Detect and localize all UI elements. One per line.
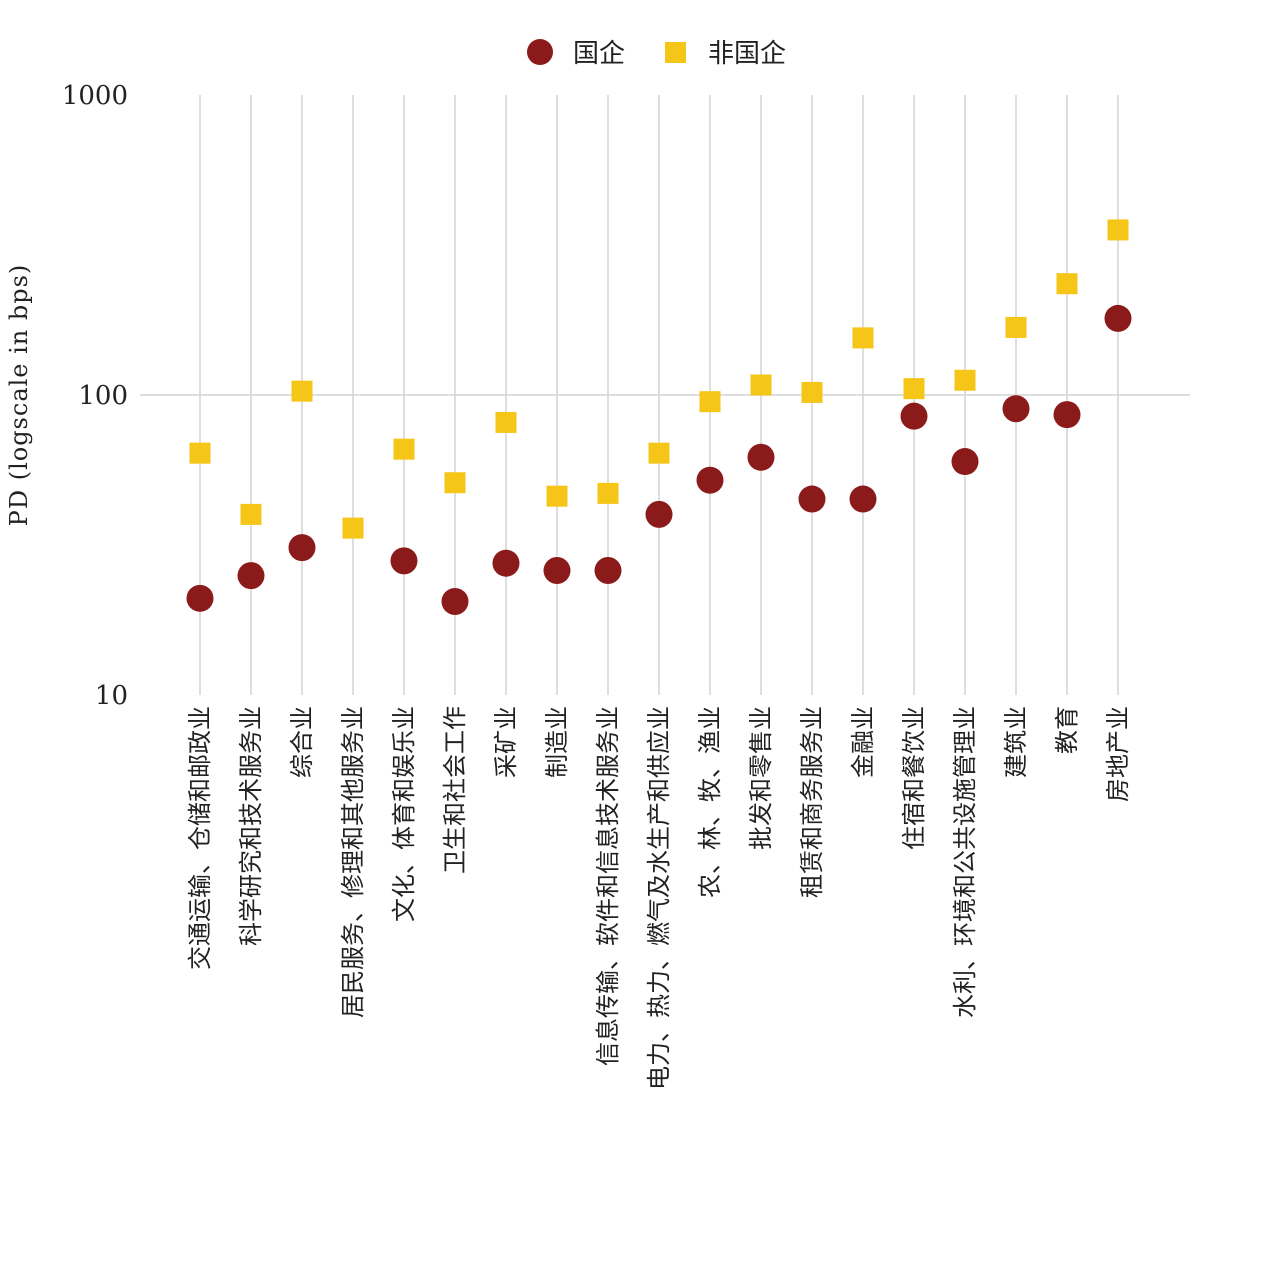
soe-point bbox=[645, 500, 673, 528]
legend-label-soe: 国企 bbox=[573, 39, 625, 69]
x-category-label: 房地产业 bbox=[1104, 706, 1132, 802]
soe-point bbox=[186, 584, 214, 612]
x-category-label: 农、林、牧、渔业 bbox=[696, 706, 724, 898]
soe-point bbox=[1053, 401, 1081, 429]
legend: 国企 非国企 bbox=[527, 39, 786, 69]
non-soe-point bbox=[1005, 316, 1027, 338]
x-category-label: 采矿业 bbox=[492, 706, 520, 778]
legend-marker-non-soe bbox=[665, 42, 686, 63]
soe-point bbox=[696, 466, 724, 494]
x-category-label: 综合业 bbox=[288, 706, 316, 778]
y-tick-label: 100 bbox=[78, 381, 128, 411]
x-category-label: 建筑业 bbox=[1002, 706, 1030, 778]
non-soe-point bbox=[393, 438, 415, 460]
soe-point bbox=[900, 402, 928, 430]
y-axis: 10 100 1000 bbox=[62, 81, 128, 711]
non-soe-point bbox=[546, 485, 568, 507]
y-tick-label: 1000 bbox=[62, 81, 128, 111]
x-category-label: 批发和零售业 bbox=[747, 706, 775, 850]
x-category-label: 教育 bbox=[1053, 706, 1081, 754]
non-soe-point bbox=[750, 374, 772, 396]
non-soe-point bbox=[444, 472, 466, 494]
x-category-label: 卫生和社会工作 bbox=[441, 706, 469, 874]
x-axis-category-labels: 交通运输、仓储和邮政业 科学研究和技术服务业 综合业 居民服务、修理和其他服务业 文化、… bbox=[186, 706, 1132, 1090]
data-points bbox=[186, 219, 1132, 615]
soe-point bbox=[798, 485, 826, 513]
soe-point bbox=[237, 562, 265, 590]
y-axis-label: PD (logscale in bps) bbox=[5, 264, 33, 527]
non-soe-point bbox=[495, 411, 517, 433]
x-category-label: 居民服务、修理和其他服务业 bbox=[339, 706, 367, 1018]
soe-point bbox=[543, 557, 571, 585]
non-soe-point bbox=[648, 442, 670, 464]
legend-label-non-soe: 非国企 bbox=[708, 39, 786, 69]
soe-point bbox=[1002, 395, 1030, 423]
soe-point bbox=[951, 448, 979, 476]
soe-point bbox=[747, 443, 775, 471]
legend-marker-soe bbox=[527, 39, 553, 65]
x-category-label: 水利、环境和公共设施管理业 bbox=[951, 706, 979, 1018]
x-category-label: 住宿和餐饮业 bbox=[900, 706, 928, 850]
soe-point bbox=[390, 547, 418, 575]
x-category-label: 租赁和商务服务业 bbox=[798, 706, 826, 898]
non-soe-point bbox=[903, 378, 925, 400]
x-category-label: 科学研究和技术服务业 bbox=[237, 706, 265, 946]
x-category-label: 文化、体育和娱乐业 bbox=[390, 706, 418, 922]
x-category-label: 电力、热力、燃气及水生产和供应业 bbox=[645, 706, 673, 1090]
x-category-label: 制造业 bbox=[543, 706, 571, 778]
non-soe-point bbox=[240, 503, 262, 525]
non-soe-point bbox=[699, 391, 721, 413]
non-soe-point bbox=[1056, 273, 1078, 295]
non-soe-point bbox=[189, 442, 211, 464]
x-category-label: 信息传输、软件和信息技术服务业 bbox=[594, 706, 622, 1066]
soe-point bbox=[594, 557, 622, 585]
soe-point bbox=[288, 534, 316, 562]
non-soe-point bbox=[852, 327, 874, 349]
non-soe-point bbox=[291, 380, 313, 402]
non-soe-point bbox=[801, 381, 823, 403]
soe-point bbox=[492, 549, 520, 577]
x-category-label: 交通运输、仓储和邮政业 bbox=[186, 706, 214, 970]
non-soe-point bbox=[597, 482, 619, 504]
non-soe-point bbox=[954, 369, 976, 391]
non-soe-point bbox=[342, 517, 364, 539]
non-soe-point bbox=[1107, 219, 1129, 241]
y-tick-label: 10 bbox=[95, 681, 128, 711]
soe-point bbox=[849, 485, 877, 513]
x-category-label: 金融业 bbox=[849, 706, 877, 778]
soe-point bbox=[441, 587, 469, 615]
soe-point bbox=[1104, 304, 1132, 332]
